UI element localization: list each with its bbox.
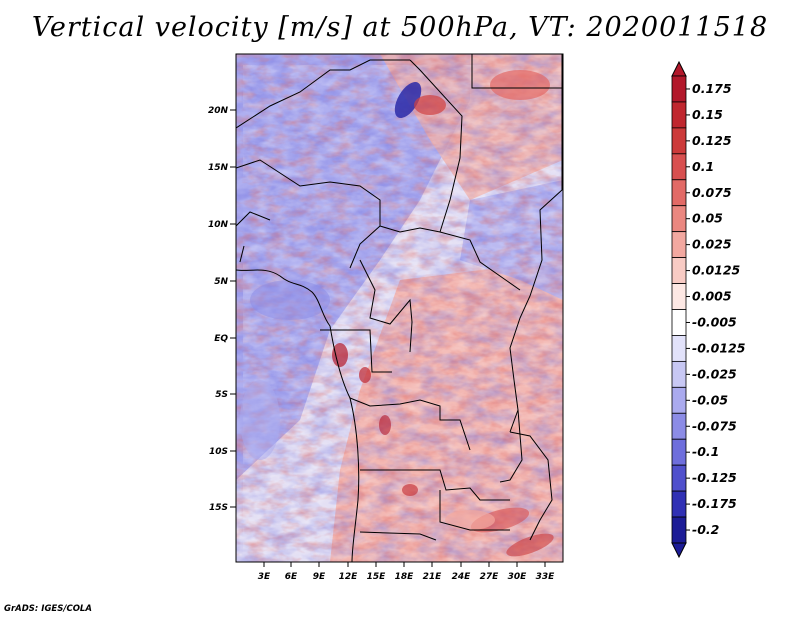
colorbar-swatch <box>671 153 687 181</box>
lat-label: 5N <box>214 277 228 287</box>
colorbar-swatch <box>671 516 687 544</box>
lon-label: 6E <box>285 572 298 582</box>
colorbar-label: -0.175 <box>692 496 737 511</box>
colorbar-label: -0.1 <box>692 444 719 459</box>
colorbar-label: 0.075 <box>692 185 732 200</box>
velocity-field <box>236 54 563 562</box>
lon-label: 18E <box>395 572 415 582</box>
lon-label: 15E <box>367 572 387 582</box>
colorbar-label: 0.15 <box>692 107 723 122</box>
chart-title: Vertical velocity [m/s] at 500hPa, VT: 2… <box>31 12 769 43</box>
colorbar-label: 0.005 <box>692 289 732 304</box>
lat-label: 20N <box>208 106 229 116</box>
colorbar-label: 0.175 <box>692 81 732 96</box>
map-frame <box>235 53 564 563</box>
colorbar-swatch <box>671 75 687 103</box>
colorbar-label: -0.025 <box>692 366 737 381</box>
colorbar-label: -0.0125 <box>692 340 746 355</box>
colorbar-bottom-arrow <box>671 542 687 559</box>
colorbar-swatch <box>671 360 687 388</box>
colorbar: 0.175 0.15 0.125 0.1 0.075 0.05 0.025 0.0125 0.0… <box>671 60 746 559</box>
colorbar-label: 0.025 <box>692 237 732 252</box>
lat-label: 10N <box>208 220 229 230</box>
lon-label: 24E <box>452 572 472 582</box>
colorbar-swatch <box>671 127 687 155</box>
colorbar-swatch <box>671 179 687 207</box>
colorbar-top-arrow <box>671 60 687 77</box>
colorbar-swatch <box>671 309 687 336</box>
lat-label: 10S <box>209 447 228 457</box>
colorbar-swatch <box>671 101 687 129</box>
colorbar-label: 0.05 <box>692 211 723 226</box>
colorbar-swatch <box>671 386 687 414</box>
colorbar-swatch <box>671 231 687 259</box>
colorbar-label: 0.1 <box>692 159 714 174</box>
colorbar-swatch <box>671 438 687 466</box>
colorbar-label: 0.0125 <box>692 263 741 278</box>
lon-label: 9E <box>313 572 326 582</box>
colorbar-swatch <box>671 335 687 362</box>
lon-label: 21E <box>423 572 443 582</box>
lon-label: 33E <box>536 572 556 582</box>
lon-label: 12E <box>339 572 359 582</box>
lon-label: 30E <box>508 572 528 582</box>
colorbar-label: 0.125 <box>692 133 732 148</box>
colorbar-swatch <box>671 464 687 492</box>
lat-label: EQ <box>214 334 228 344</box>
colorbar-swatch <box>671 205 687 233</box>
lat-label: 5S <box>215 390 228 400</box>
colorbar-label: -0.075 <box>692 418 737 433</box>
latitude-axis: 20N 15N 10N 5N EQ 5S 10S 15S <box>208 106 236 513</box>
colorbar-label: -0.125 <box>692 470 737 485</box>
lon-label: 27E <box>480 572 500 582</box>
lon-label: 3E <box>258 572 271 582</box>
colorbar-swatch <box>671 283 687 310</box>
colorbar-swatch <box>671 412 687 440</box>
colorbar-label: -0.2 <box>692 522 719 537</box>
colorbar-label: -0.005 <box>692 314 737 329</box>
lat-label: 15N <box>208 163 229 173</box>
colorbar-swatch <box>671 490 687 518</box>
colorbar-swatch <box>671 257 687 284</box>
footer-credit: GrADS: IGES/COLA <box>4 604 92 614</box>
longitude-axis: 3E 6E 9E 12E 15E 18E 21E 24E 27E 30E 33E <box>258 562 555 582</box>
colorbar-label: -0.05 <box>692 392 728 407</box>
lat-label: 15S <box>209 503 228 513</box>
